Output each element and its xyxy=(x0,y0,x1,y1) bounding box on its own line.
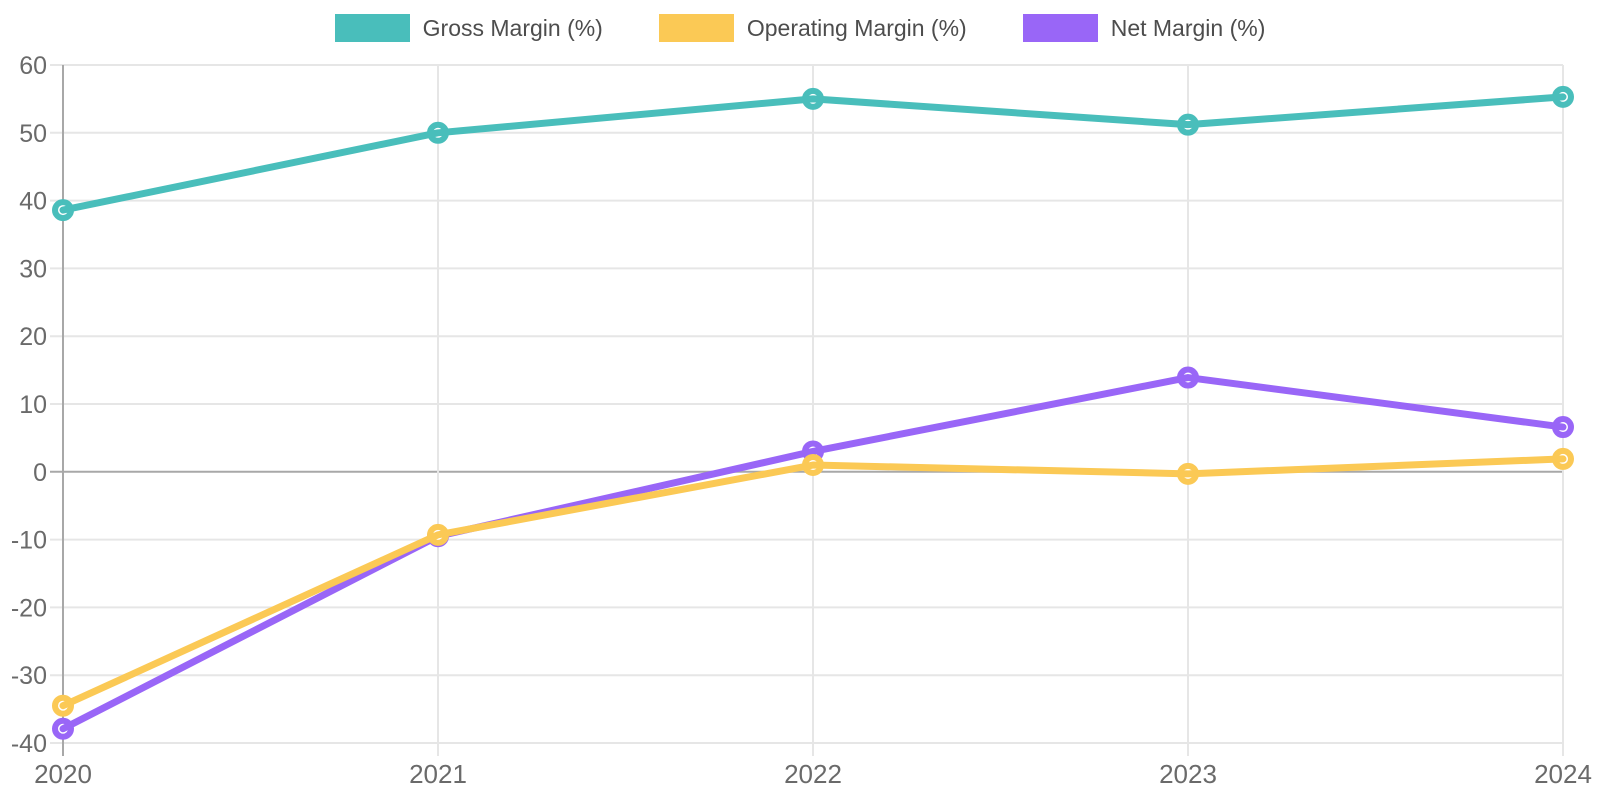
legend-label: Operating Margin (%) xyxy=(746,14,967,41)
legend-item-operating-margin[interactable]: Operating Margin (%) xyxy=(658,14,967,42)
series-line xyxy=(59,374,1567,733)
y-tick-label: 40 xyxy=(19,188,47,216)
y-tick-label: 60 xyxy=(19,52,47,80)
x-tick-label: 2022 xyxy=(784,759,842,789)
x-tick-label: 2024 xyxy=(1534,759,1592,789)
legend-swatch xyxy=(334,14,410,42)
x-tick-label: 2020 xyxy=(34,759,92,789)
y-tick-label: 10 xyxy=(19,391,47,419)
legend-item-gross-margin[interactable]: Gross Margin (%) xyxy=(334,14,603,42)
series-line xyxy=(59,455,1567,710)
x-tick-label: 2023 xyxy=(1159,759,1217,789)
chart-legend: Gross Margin (%) Operating Margin (%) Net … xyxy=(0,14,1600,42)
x-tick-label: 2021 xyxy=(409,759,467,789)
legend-swatch xyxy=(658,14,734,42)
y-tick-label: -20 xyxy=(11,594,47,622)
series-gross-margin xyxy=(52,85,1574,222)
y-tick-label: 20 xyxy=(19,323,47,351)
y-tick-label: -30 xyxy=(11,662,47,690)
legend-label: Gross Margin (%) xyxy=(422,14,603,41)
y-tick-label: -10 xyxy=(11,527,47,555)
y-tick-label: 30 xyxy=(19,255,47,283)
y-tick-label: 50 xyxy=(19,120,47,148)
series-line xyxy=(59,93,1567,214)
legend-swatch xyxy=(1022,14,1098,42)
legend-item-net-margin[interactable]: Net Margin (%) xyxy=(1022,14,1266,42)
legend-label: Net Margin (%) xyxy=(1110,14,1266,41)
y-tick-label: -40 xyxy=(11,730,47,758)
y-tick-label: 0 xyxy=(33,459,47,487)
series-operating-margin xyxy=(52,447,1574,717)
